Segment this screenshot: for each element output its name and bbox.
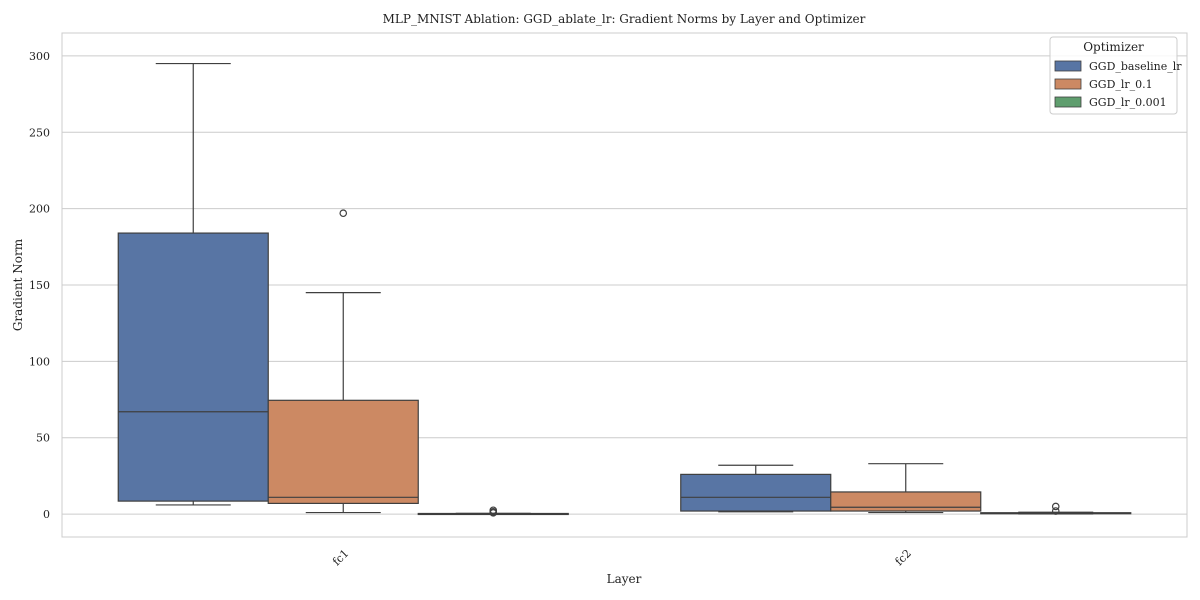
y-tick-label: 300 — [29, 50, 50, 63]
box-GGD_lr_0.001-fc1 — [417, 506, 569, 517]
outlier-point — [489, 506, 498, 515]
legend-label: GGD_baseline_lr — [1089, 60, 1182, 73]
legend-label: GGD_lr_0.1 — [1089, 78, 1153, 91]
box-layer — [117, 62, 1132, 517]
y-axis-label: Gradient Norm — [11, 238, 25, 331]
y-tick-label: 0 — [43, 508, 50, 521]
legend-items: GGD_baseline_lr GGD_lr_0.1 GGD_lr_0.001 — [1054, 60, 1182, 109]
legend-frame — [1049, 36, 1178, 115]
legend: Optimizer GGD_baseline_lr GGD_lr_0.1 GGD_l… — [1049, 36, 1182, 115]
box-iqr — [830, 491, 982, 512]
legend-swatch — [1054, 60, 1082, 72]
legend-swatch — [1054, 78, 1082, 90]
box-GGD_baseline_lr-fc1 — [117, 62, 269, 506]
y-tick-label: 200 — [29, 203, 50, 216]
legend-label: GGD_lr_0.001 — [1089, 96, 1167, 109]
chart-title: MLP_MNIST Ablation: GGD_ablate_lr: Gradi… — [383, 12, 866, 26]
x-axis-label: Layer — [607, 572, 642, 586]
plot-frame — [61, 32, 1188, 538]
box-iqr — [117, 232, 269, 502]
box-iqr — [267, 399, 419, 504]
box-GGD_lr_0.1-fc1 — [267, 209, 419, 514]
outlier-point — [1051, 507, 1060, 515]
outlier-point — [1051, 502, 1060, 511]
box-GGD_lr_0.1-fc2 — [830, 463, 982, 514]
outlier-point — [339, 209, 348, 218]
box-GGD_baseline_lr-fc2 — [680, 464, 832, 513]
legend-swatch — [1054, 96, 1082, 108]
y-tick-label: 250 — [29, 126, 50, 139]
y-tick-label: 100 — [29, 355, 50, 368]
legend-title: Optimizer — [1083, 40, 1144, 54]
y-tick-label: 150 — [29, 279, 50, 292]
box-iqr — [680, 473, 832, 512]
box-GGD_lr_0.001-fc2 — [980, 502, 1132, 515]
y-tick-label: 50 — [36, 432, 50, 445]
